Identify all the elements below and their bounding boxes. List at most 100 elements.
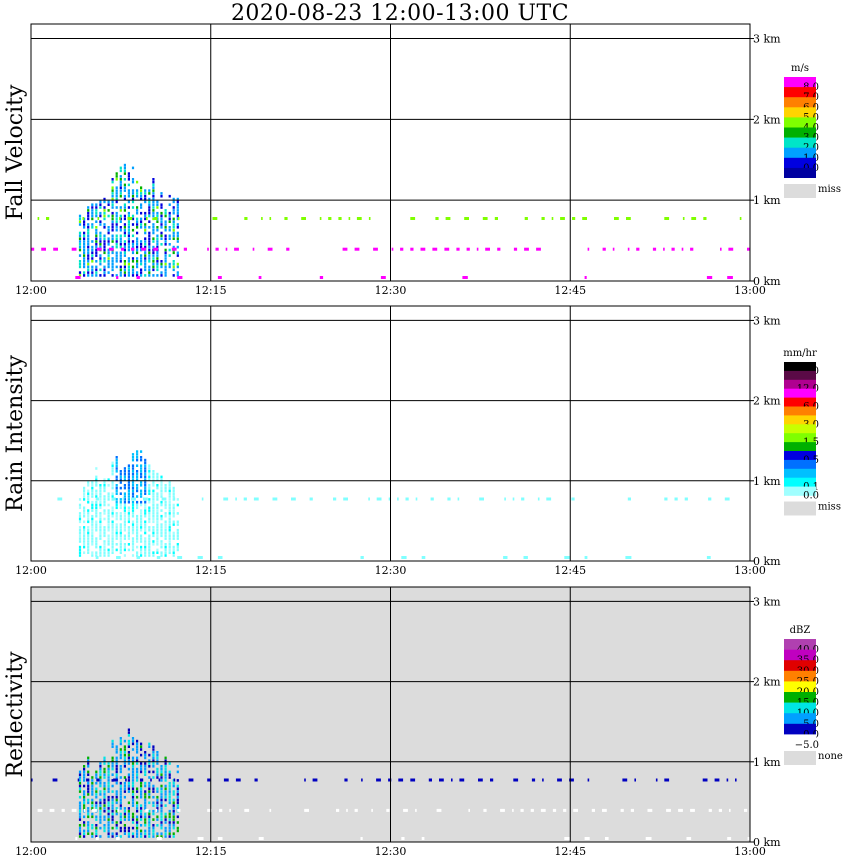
data-band-cell: [587, 247, 590, 251]
data-cell: [144, 240, 147, 243]
data-band-cell: [188, 778, 194, 782]
data-cell: [176, 262, 179, 266]
data-cell: [176, 787, 179, 791]
data-cell: [164, 790, 167, 793]
data-cell: [140, 492, 143, 495]
data-band-cell: [61, 808, 65, 812]
data-cell: [123, 486, 126, 490]
data-cell: [160, 807, 163, 810]
data-cell: [115, 461, 118, 465]
legend-swatch: [784, 433, 816, 443]
data-cell: [95, 226, 98, 229]
data-cell: [119, 826, 122, 830]
data-cell: [136, 829, 139, 833]
data-cell: [127, 745, 130, 748]
data-cell: [148, 200, 151, 204]
data-cell: [127, 787, 130, 791]
data-cell: [99, 484, 102, 487]
data-cell: [115, 189, 118, 192]
data-cell: [91, 835, 94, 838]
data-cell: [136, 779, 139, 782]
data-cell: [78, 531, 82, 535]
data-cell: [107, 528, 110, 532]
data-cell: [95, 551, 98, 554]
data-band-cell: [500, 808, 505, 812]
data-surface-cell: [421, 837, 425, 840]
data-cell: [168, 228, 171, 232]
data-cell: [83, 265, 86, 269]
data-cell: [144, 237, 147, 240]
data-cell: [95, 203, 98, 206]
data-cell: [172, 835, 175, 838]
data-cell: [136, 265, 139, 269]
data-cell: [115, 821, 118, 824]
data-cell: [95, 528, 98, 532]
legend-swatch: [784, 702, 816, 714]
data-cell: [127, 531, 130, 535]
data-cell: [107, 551, 110, 554]
data-cell: [131, 189, 135, 192]
data-cell: [152, 753, 155, 757]
data-cell: [95, 787, 98, 791]
data-cell: [131, 537, 135, 540]
data-cell: [83, 512, 86, 515]
data-cell: [136, 464, 139, 467]
data-cell: [176, 545, 179, 549]
data-cell: [160, 790, 163, 793]
data-band-cell: [150, 778, 152, 782]
data-cell: [103, 526, 106, 529]
data-cell: [95, 260, 98, 263]
data-cell: [144, 756, 147, 760]
data-cell: [176, 498, 179, 501]
data-cell: [152, 818, 155, 821]
data-cell: [131, 795, 135, 799]
data-cell: [131, 781, 135, 785]
data-cell: [140, 464, 143, 467]
data-cell: [144, 765, 147, 768]
data-band-cell: [728, 247, 734, 251]
data-cell: [144, 520, 147, 524]
data-cell: [78, 223, 82, 226]
data-cell: [91, 801, 94, 805]
data-cell: [111, 220, 114, 223]
data-cell: [176, 790, 179, 793]
data-cell: [144, 458, 147, 462]
data-cell: [111, 180, 114, 184]
data-cell: [87, 801, 90, 805]
data-cell: [103, 211, 106, 215]
data-cell: [144, 489, 147, 493]
data-cell: [91, 226, 94, 229]
data-band-cell: [674, 497, 678, 501]
data-cell: [87, 243, 90, 246]
data-cell: [168, 795, 171, 799]
data-cell: [140, 248, 143, 252]
data-cell: [168, 506, 171, 510]
data-cell: [140, 223, 143, 226]
data-cell: [144, 821, 147, 824]
data-cell: [115, 475, 118, 479]
data-band-cell: [647, 808, 653, 812]
data-cell: [164, 767, 167, 771]
data-cell: [87, 824, 90, 827]
data-cell: [87, 793, 90, 796]
data-cell: [78, 795, 82, 799]
data-cell: [131, 486, 135, 490]
data-cell: [123, 243, 126, 246]
data-cell: [148, 220, 151, 223]
legend-swatch: [784, 388, 816, 398]
data-surface-cell: [421, 556, 426, 559]
data-cell: [144, 781, 147, 785]
data-cell: [168, 486, 171, 490]
data-cell: [152, 748, 155, 751]
legend-swatch: [784, 77, 816, 88]
data-cell: [119, 169, 122, 173]
data-cell: [148, 251, 151, 255]
data-cell: [111, 492, 114, 495]
data-cell: [119, 751, 122, 754]
data-cell: [115, 251, 118, 255]
data-cell: [160, 818, 163, 821]
data-cell: [99, 779, 102, 782]
data-cell: [164, 554, 167, 557]
data-cell: [156, 835, 159, 838]
data-cell: [168, 776, 171, 779]
